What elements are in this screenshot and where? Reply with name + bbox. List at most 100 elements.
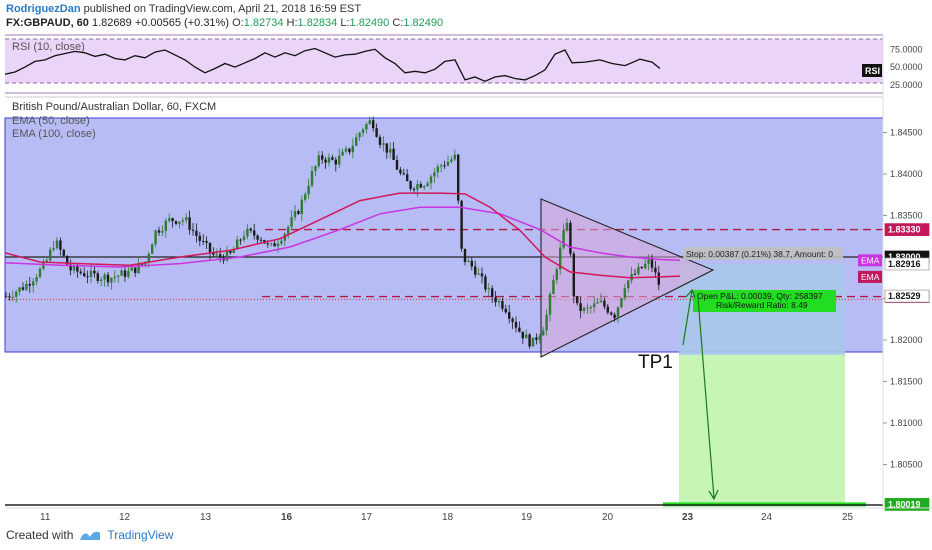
candle-body xyxy=(589,307,592,309)
candle-body xyxy=(548,294,552,315)
candle-body xyxy=(130,267,133,271)
ema-badges: EMA EMA xyxy=(858,254,882,283)
candle-body xyxy=(579,303,582,311)
created-with-text: Created with xyxy=(6,528,74,542)
candle-body xyxy=(42,262,45,269)
candle-body xyxy=(429,176,433,184)
candle-body xyxy=(259,239,263,241)
price-badge-label: 1.82916 xyxy=(888,259,921,269)
candle-body xyxy=(52,248,55,250)
candle-body xyxy=(596,302,599,304)
candle-body xyxy=(123,270,127,277)
candle-body xyxy=(470,260,473,267)
candle-body xyxy=(555,269,558,280)
candle-body xyxy=(620,298,623,308)
candle-body xyxy=(433,172,436,177)
candle-body xyxy=(96,273,99,281)
candle-body xyxy=(324,159,327,163)
candle-body xyxy=(212,252,215,255)
candle-body xyxy=(406,174,409,182)
ema-100-line xyxy=(4,206,681,268)
price-badge xyxy=(884,257,930,271)
candle-body xyxy=(385,143,388,153)
candle-body xyxy=(443,165,446,167)
candle-body xyxy=(650,259,654,268)
time-axis[interactable]: 11 12 13 16 17 18 19 20 23 24 25 xyxy=(5,507,932,523)
open-label: O: xyxy=(232,17,244,29)
rsi-tick-label: 75.0000 xyxy=(890,44,923,54)
price-tick-label: 1.81500 xyxy=(890,377,923,387)
candle-body xyxy=(355,137,358,146)
price-badge-label: 1.83000 xyxy=(888,252,921,262)
candle-body xyxy=(164,220,167,231)
candle-body xyxy=(382,143,385,145)
candle-body xyxy=(321,155,324,160)
take-profit-zone[interactable] xyxy=(679,354,845,505)
candle-body xyxy=(586,307,589,309)
candle-body xyxy=(215,254,218,256)
price-badges: 1.833301.830001.829161.825231.825291.800… xyxy=(884,223,930,511)
candle-body xyxy=(280,240,283,244)
candle-body xyxy=(72,266,76,271)
candle-body xyxy=(545,314,548,331)
candle-body xyxy=(348,148,351,153)
candle-body xyxy=(55,240,59,249)
candle-body xyxy=(358,132,361,138)
price-tick-label: 1.82000 xyxy=(890,335,923,345)
candle-body xyxy=(559,247,562,270)
forecast-arrow-up xyxy=(682,289,693,346)
candle-body xyxy=(633,273,637,275)
candle-body xyxy=(293,211,297,218)
candle-body xyxy=(242,236,246,241)
candle-body xyxy=(331,157,334,160)
candle-body xyxy=(134,267,137,273)
candle-body xyxy=(137,263,140,273)
candle-body xyxy=(181,220,184,222)
candle-body xyxy=(562,230,565,248)
candle-body xyxy=(494,297,497,303)
ema-badge-label: EMA xyxy=(861,255,880,265)
candle-body xyxy=(616,307,620,319)
candle-body xyxy=(106,274,110,283)
candle-body xyxy=(436,166,439,173)
candle-body xyxy=(246,228,249,237)
candle-body xyxy=(83,273,86,277)
candle-body xyxy=(504,308,507,313)
published-text: published on TradingView.com, April 21, … xyxy=(83,3,362,15)
pnl-label: Open P&L: 0.00039, Qty: 258397 xyxy=(697,291,823,301)
rsi-badge xyxy=(862,64,882,77)
candle-body xyxy=(205,241,208,243)
candle-body xyxy=(528,334,531,347)
tradingview-brand[interactable]: TradingView xyxy=(107,528,174,542)
candle-body xyxy=(450,159,453,162)
candle-body xyxy=(117,275,120,277)
candle-body xyxy=(613,314,616,319)
author-name[interactable]: RodriguezDan xyxy=(6,3,81,15)
rsi-legend: RSI (10, close) xyxy=(12,41,85,53)
candle-body xyxy=(368,120,371,125)
candle-body xyxy=(419,184,422,188)
time-tick-label: 13 xyxy=(200,512,212,523)
candle-body xyxy=(627,280,630,289)
candle-body xyxy=(480,273,484,277)
candle-body xyxy=(535,337,538,340)
candle-body xyxy=(273,243,276,247)
candle-body xyxy=(290,217,293,227)
candle-body xyxy=(395,160,399,170)
candle-body xyxy=(603,300,606,307)
price-tick-label: 1.80500 xyxy=(890,460,923,470)
candle-body xyxy=(508,312,511,319)
candle-body xyxy=(185,217,188,221)
candle-body xyxy=(542,330,545,336)
candle-body xyxy=(157,230,161,233)
candle-body xyxy=(35,277,38,282)
candle-body xyxy=(334,159,337,165)
candle-body xyxy=(310,171,314,186)
candle-body xyxy=(62,249,65,256)
candle-body xyxy=(270,243,273,245)
candle-body xyxy=(477,273,480,275)
ema-badge-label: EMA xyxy=(861,272,880,282)
stop-label: Stop: 0.00387 (0.21%) 38.7, Amount: 0 xyxy=(686,249,833,259)
price-badge xyxy=(884,498,930,511)
